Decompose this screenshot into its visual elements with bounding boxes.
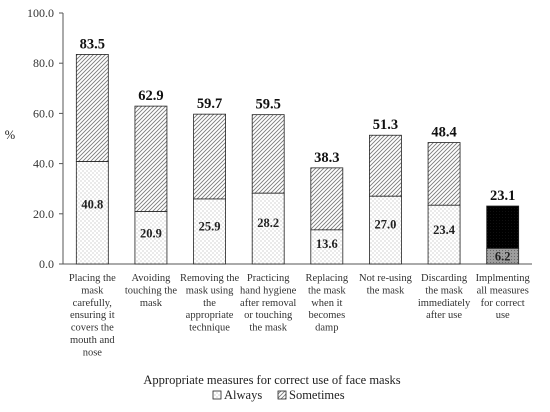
bar-value-label-always: 28.2 [257,216,279,230]
y-tick-label: 80.0 [33,56,54,70]
x-category-label: Placing the mask carefully, ensuring it cove… [69,273,116,358]
y-axis-ticks: 0.0 20.0 40.0 60.0 80.0 100.0 [27,6,63,271]
bar-segment-always [251,192,285,265]
y-tick-label: 0.0 [39,257,54,271]
legend-label-sometimes: Sometimes [289,388,345,402]
y-tick-label: 100.0 [27,6,54,20]
y-axis-title: % [5,128,15,142]
y-tick-label: 60.0 [33,106,54,120]
legend-swatch-sometimes [277,390,287,400]
bar-segment-sometimes [369,134,402,197]
x-axis-title: Appropriate measures for correct use of … [143,373,400,387]
bar-segment-always [486,248,520,265]
bar-segment-sometimes [251,114,285,194]
bars-group: 40.8 83.5 20.9 62.9 25.9 59.7 28.2 59.5 13.6 38.3… [75,36,520,265]
bar-value-label-always: 6.2 [495,250,511,264]
x-category-label: Avoiding touching the mask [125,273,178,309]
legend: Always Sometimes [212,388,345,402]
bar-segment-sometimes [75,54,109,162]
y-tick-label: 40.0 [33,157,54,171]
bar-segment-sometimes [193,113,226,200]
bar-segment-always [75,161,109,265]
y-tick-label: 20.0 [33,207,54,221]
bar-total-label: 59.7 [197,96,222,112]
bar-value-label-always: 25.9 [199,219,221,233]
bar-segment-always [369,195,402,265]
x-category-label: Replacing the mask when it becomes damp [306,273,349,334]
x-category-label: Not re-using the mask [359,273,413,296]
x-category-label: Discarding the mask immediately after use [418,273,471,321]
bar-segment-always [193,198,226,265]
legend-label-always: Always [224,388,262,402]
x-category-label: Practicing hand hygiene after removal or to… [240,273,297,334]
bar-segment-sometimes [134,105,168,212]
bar-total-label: 51.3 [373,117,398,133]
bar-segment-sometimes [486,205,520,249]
bar-total-label: 23.1 [490,188,515,204]
legend-swatch-always [212,390,222,400]
bar-segment-always [134,211,168,265]
x-category-label: Implmenting all measures for correct use [476,273,531,321]
x-category-label: Removing the mask using the appropriate tech… [180,273,240,334]
bar-total-label: 62.9 [138,88,163,104]
bar-segment-sometimes [427,142,461,206]
bar-value-label-always: 23.4 [433,223,456,237]
bar-value-label-always: 13.6 [316,237,338,251]
bar-value-label-always: 40.8 [81,198,103,212]
bar-total-label: 59.5 [256,97,281,113]
bar-segment-always [310,229,344,265]
bar-value-label-always: 27.0 [375,218,397,232]
bar-total-label: 38.3 [314,150,339,166]
bar-segment-always [427,204,461,265]
bar-value-label-always: 20.9 [140,227,162,241]
bar-total-label: 48.4 [431,125,456,141]
bar-segment-sometimes [310,167,344,231]
bar-total-label: 83.5 [80,36,105,52]
category-labels: Placing the mask carefully, ensuring it cove… [69,273,531,358]
